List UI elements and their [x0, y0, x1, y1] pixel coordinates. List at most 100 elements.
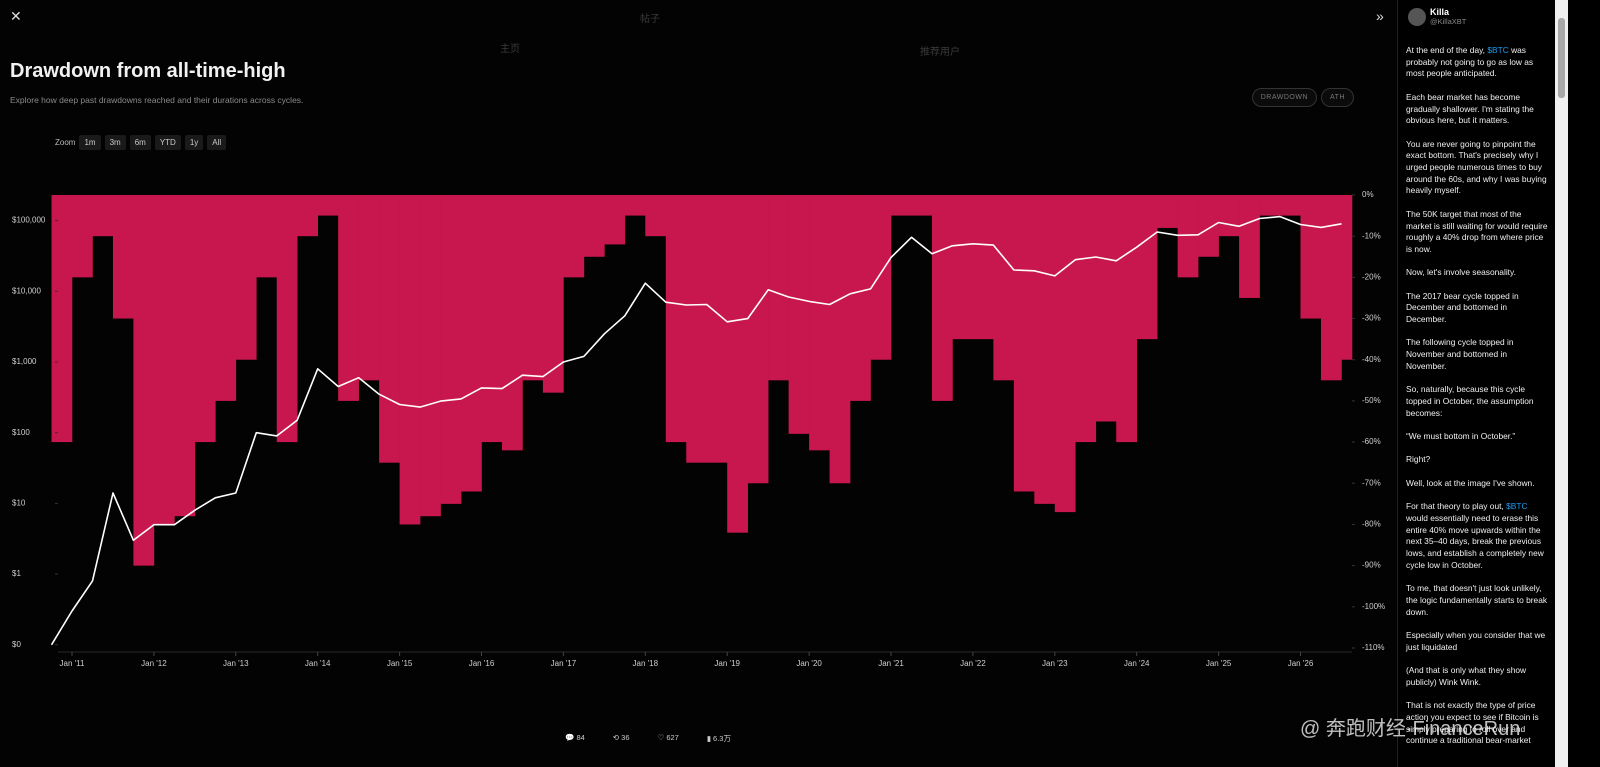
drawdown-bar — [440, 195, 462, 504]
paragraph: So, naturally, because this cycle topped… — [1406, 384, 1548, 419]
text-run: So, naturally, because this cycle topped… — [1406, 384, 1534, 418]
paragraph: The 50K target that most of the market i… — [1406, 209, 1548, 256]
text-run: Right? — [1406, 454, 1431, 465]
zoom-button[interactable]: 3m — [104, 135, 126, 150]
drawdown-bar — [911, 195, 933, 216]
drawdown-bar — [829, 195, 851, 484]
nav-home[interactable]: 主页 — [500, 44, 520, 55]
collapse-button[interactable]: » — [1376, 8, 1384, 24]
zoom-button[interactable]: 1y — [184, 135, 204, 150]
x-tick-label: Jan '18 — [633, 659, 659, 668]
drawdown-bar — [276, 195, 298, 443]
text-run: You are never going to pinpoint the exac… — [1406, 138, 1547, 196]
drawdown-bar — [542, 195, 564, 393]
drawdown-bar — [1198, 195, 1219, 257]
text-run: The following cycle topped in November a… — [1406, 337, 1514, 371]
y2-tick-label: -30% — [1362, 314, 1381, 323]
chart: $0 $1 $10 $100 $1,000 $10,000 $100,000 0% -10% -2… — [12, 190, 1385, 668]
drawdown-bar — [870, 195, 892, 360]
drawdown-bar — [1034, 195, 1056, 504]
y2-tick-label: -80% — [1362, 520, 1381, 529]
y2-tick-label: -40% — [1362, 355, 1381, 364]
avatar[interactable] — [1408, 8, 1426, 26]
x-tick-label: Jan '20 — [796, 659, 822, 668]
x-tick-label: Jan '24 — [1124, 659, 1150, 668]
repost-count: 36 — [621, 733, 630, 742]
drawdown-bar — [379, 195, 400, 463]
y2-tick-label: -90% — [1362, 561, 1381, 570]
drawdown-bar — [788, 195, 810, 434]
y2-tick-label: -70% — [1362, 478, 1381, 487]
suggested-header: 推荐用户 — [920, 47, 960, 58]
x-tick-label: Jan '15 — [387, 659, 413, 668]
drawdown-bar — [1280, 195, 1301, 216]
text-run: Each bear market has become gradually sh… — [1406, 91, 1534, 126]
drawdown-bar — [194, 195, 216, 443]
drawdown-bar — [891, 195, 912, 216]
drawdown-bar — [235, 195, 257, 360]
replies[interactable]: 💬 84 — [565, 733, 585, 742]
text-run: That is not exactly the type of price ac… — [1406, 700, 1539, 746]
x-tick-label: Jan '17 — [551, 659, 577, 668]
author-handle[interactable]: @KillaXBT — [1430, 17, 1467, 26]
overlay-panel: 主页 帖子 推荐用户 ✕ » Drawdown from all-time-hi… — [10, 8, 1386, 744]
toggle-button[interactable]: ATH — [1321, 88, 1354, 107]
zoom-button[interactable]: YTD — [154, 135, 181, 150]
x-tick-label: Jan '13 — [223, 659, 249, 668]
text-run: The 50K target that most of the market i… — [1406, 208, 1548, 254]
drawdown-bar — [1095, 195, 1117, 422]
x-tick-label: Jan '26 — [1288, 659, 1314, 668]
scrollbar[interactable] — [1555, 0, 1568, 767]
drawdown-bar — [952, 195, 974, 340]
drawdown-bar — [1300, 195, 1322, 319]
text-run: would essentially need to erase this ent… — [1406, 512, 1544, 570]
drawdown-bar — [317, 195, 339, 216]
paragraph: That is not exactly the type of price ac… — [1406, 700, 1548, 747]
drawdown-bar — [420, 195, 441, 517]
text-run: was probably not going to go as low as m… — [1406, 45, 1534, 79]
zoom-button[interactable]: All — [207, 135, 227, 150]
drawdown-bar — [399, 195, 421, 525]
drawdown-bar — [624, 195, 646, 216]
text-run: To me, that doesn't just look unlikely, … — [1406, 583, 1548, 617]
drawdown-bar — [563, 195, 585, 278]
views[interactable]: ▮ 6.3万 — [706, 734, 731, 743]
x-tick-label: Jan '14 — [305, 659, 331, 668]
author-name[interactable]: Killa — [1430, 7, 1450, 17]
tweet-stats: 💬 84 ⟲ 36 ♡ 627 ▮ 6.3万 — [565, 733, 731, 744]
drawdown-bar — [72, 195, 93, 278]
x-tick-label: Jan '16 — [469, 659, 495, 668]
likes[interactable]: ♡ 627 — [657, 733, 679, 742]
paragraph: Especially when you consider that we jus… — [1406, 630, 1548, 653]
toggle-button[interactable]: DRAWDOWN — [1251, 88, 1318, 107]
y-tick-label: $100 — [12, 428, 30, 437]
text-run: For that theory to play out, — [1406, 501, 1507, 512]
drawdown-bar — [931, 195, 953, 401]
scroll-thumb[interactable] — [1558, 18, 1565, 98]
x-tick-label: Jan '12 — [141, 659, 167, 668]
x-tick-label: Jan '25 — [1206, 659, 1232, 668]
y-tick-label: $1,000 — [12, 357, 37, 366]
cashtag[interactable]: $BTC — [1487, 45, 1509, 55]
like-count: 627 — [666, 733, 679, 742]
post-header: 帖子 — [640, 14, 660, 25]
zoom-button[interactable]: 6m — [129, 135, 151, 150]
close-button[interactable]: ✕ — [10, 8, 22, 24]
paragraph: You are never going to pinpoint the exac… — [1406, 139, 1548, 198]
drawdown-bar — [174, 195, 196, 517]
y-tick-label: $0 — [12, 640, 21, 649]
drawdown-bar — [850, 195, 871, 401]
paragraph: Now, let's involve seasonality. — [1406, 267, 1548, 279]
cashtag[interactable]: $BTC — [1506, 501, 1528, 512]
y-tick-label: $1 — [12, 569, 21, 578]
zoom-button[interactable]: 1m — [79, 135, 101, 150]
text-run: Now, let's involve seasonality. — [1406, 267, 1516, 278]
paragraph: Well, look at the image I've shown. — [1406, 478, 1548, 490]
zoom-label: Zoom — [55, 138, 76, 147]
text-run: At the end of the day, — [1406, 45, 1488, 55]
text-run: Well, look at the image I've shown. — [1406, 477, 1535, 488]
drawdown-bar — [604, 195, 626, 245]
drawdown-bar — [51, 195, 73, 443]
reposts[interactable]: ⟲ 36 — [612, 733, 630, 742]
drawdown-bar — [481, 195, 503, 443]
